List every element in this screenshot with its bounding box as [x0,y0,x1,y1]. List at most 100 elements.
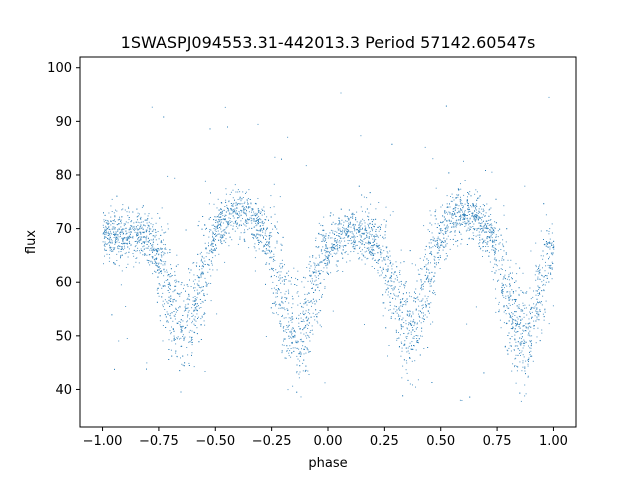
data-point [317,270,319,272]
data-point [339,223,341,225]
data-point [393,293,395,295]
data-point [449,212,451,213]
data-point [346,233,348,235]
data-point [356,221,358,223]
data-point [204,371,206,372]
data-point [108,231,109,233]
data-point [133,266,135,268]
data-point [514,315,516,316]
data-point [166,271,168,273]
data-point [412,384,413,386]
data-point [412,348,414,350]
data-point [290,336,291,338]
data-point [422,318,424,320]
data-point [169,276,171,278]
data-point [140,248,142,250]
data-point [175,279,177,281]
data-point [477,197,479,199]
data-point [286,326,288,328]
data-point [332,232,334,234]
data-point [284,275,286,277]
data-point [428,278,430,280]
data-point [196,297,198,299]
data-point [397,295,399,297]
data-point [254,243,256,245]
data-point [433,258,435,260]
data-point [352,246,354,248]
data-point [215,239,216,240]
data-point [237,243,239,245]
data-point [415,288,417,290]
data-point [328,261,330,263]
data-point [481,222,483,224]
data-point [165,261,167,263]
data-point [222,236,224,238]
data-point [358,224,360,226]
data-point [373,244,375,246]
data-point [425,253,426,255]
data-point [425,264,427,266]
data-point [546,275,548,277]
data-point [286,332,288,333]
data-point [396,339,398,341]
data-point [202,263,204,265]
data-point [429,290,431,292]
data-point [245,191,247,193]
data-point [408,315,410,316]
data-point [237,217,239,219]
data-point [272,228,274,230]
data-point [265,263,267,265]
data-point [193,323,195,325]
data-point [501,282,503,284]
data-point [538,286,540,288]
data-point [200,307,202,308]
data-point [501,290,503,292]
data-point [527,334,529,336]
data-point [179,370,181,372]
data-point [340,231,342,233]
data-point [409,295,410,297]
data-point [158,249,160,251]
data-point [459,219,461,221]
data-point [385,247,387,249]
data-point [346,220,348,222]
data-point [303,320,305,322]
data-point [214,255,216,257]
data-point [529,335,531,337]
data-point [406,336,408,337]
data-point [354,228,355,230]
data-point [389,263,391,265]
data-point [531,307,532,309]
data-point [415,335,417,336]
data-point [406,351,408,353]
data-point [485,212,487,214]
data-point [219,227,221,228]
data-point [215,231,217,232]
data-point [447,206,449,208]
data-point [412,313,414,315]
data-point [426,271,427,273]
data-point [114,216,116,218]
data-point [490,229,492,231]
data-point [361,253,363,255]
data-point [177,264,179,266]
data-point [117,239,119,241]
data-point [474,228,476,230]
data-point [204,224,206,226]
data-point [447,235,449,237]
data-point [187,297,189,299]
data-point [148,221,150,223]
data-point [350,251,352,253]
data-point [158,266,160,268]
data-point [517,318,519,320]
data-point [307,280,309,282]
data-point [175,300,177,302]
data-point [174,313,176,315]
data-point [211,241,213,243]
data-point [206,252,208,254]
data-point [114,247,116,249]
data-point [118,229,120,230]
data-point [161,207,163,209]
data-point [160,260,162,261]
data-point [456,194,458,196]
